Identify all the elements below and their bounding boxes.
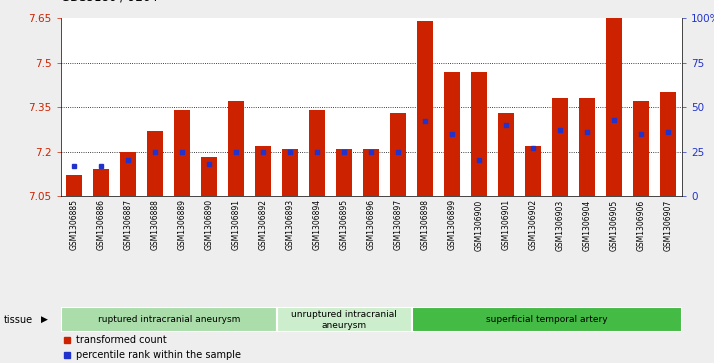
Text: GSM1306891: GSM1306891 <box>232 199 241 250</box>
Text: GSM1306893: GSM1306893 <box>286 199 295 250</box>
Bar <box>498 113 514 196</box>
Text: GSM1306898: GSM1306898 <box>421 199 430 250</box>
Text: GSM1306886: GSM1306886 <box>96 199 106 250</box>
Bar <box>93 170 109 196</box>
Bar <box>526 146 541 196</box>
Text: GSM1306892: GSM1306892 <box>258 199 268 250</box>
Bar <box>606 18 623 196</box>
Text: GSM1306895: GSM1306895 <box>340 199 348 250</box>
Bar <box>61 307 277 332</box>
Text: GSM1306899: GSM1306899 <box>448 199 457 250</box>
Bar <box>147 131 164 196</box>
Bar <box>660 92 676 196</box>
Bar <box>120 151 136 196</box>
Text: GSM1306901: GSM1306901 <box>502 199 511 250</box>
Text: GSM1306897: GSM1306897 <box>394 199 403 250</box>
Text: GSM1306900: GSM1306900 <box>475 199 484 250</box>
Text: GSM1306903: GSM1306903 <box>555 199 565 250</box>
Bar <box>201 158 217 196</box>
Text: GSM1306904: GSM1306904 <box>583 199 592 250</box>
Bar <box>66 175 82 196</box>
Text: GSM1306885: GSM1306885 <box>70 199 79 250</box>
Bar <box>336 148 353 196</box>
Bar <box>412 307 682 332</box>
Text: ▶: ▶ <box>41 315 49 324</box>
Text: GSM1306896: GSM1306896 <box>367 199 376 250</box>
Bar <box>633 101 650 196</box>
Text: GSM1306902: GSM1306902 <box>529 199 538 250</box>
Bar <box>552 98 568 196</box>
Text: ruptured intracranial aneurysm: ruptured intracranial aneurysm <box>98 315 240 324</box>
Bar <box>277 307 412 332</box>
Text: GSM1306894: GSM1306894 <box>313 199 322 250</box>
Text: GSM1306907: GSM1306907 <box>664 199 673 250</box>
Bar <box>579 98 595 196</box>
Text: GSM1306906: GSM1306906 <box>637 199 646 250</box>
Text: GSM1306890: GSM1306890 <box>205 199 213 250</box>
Text: tissue: tissue <box>4 315 33 325</box>
Bar <box>444 72 461 196</box>
Bar <box>228 101 244 196</box>
Text: GDS5186 / 9264: GDS5186 / 9264 <box>61 0 158 4</box>
Text: GSM1306889: GSM1306889 <box>178 199 187 250</box>
Bar <box>417 21 433 196</box>
Bar <box>174 110 191 196</box>
Bar <box>363 148 379 196</box>
Text: transformed count: transformed count <box>76 335 167 345</box>
Bar <box>471 72 488 196</box>
Text: superficial temporal artery: superficial temporal artery <box>486 315 608 324</box>
Bar <box>309 110 326 196</box>
Text: percentile rank within the sample: percentile rank within the sample <box>76 350 241 360</box>
Bar <box>282 148 298 196</box>
Text: unruptured intracranial
aneurysm: unruptured intracranial aneurysm <box>291 310 397 330</box>
Text: GSM1306888: GSM1306888 <box>151 199 160 250</box>
Text: GSM1306887: GSM1306887 <box>124 199 133 250</box>
Bar <box>390 113 406 196</box>
Text: GSM1306905: GSM1306905 <box>610 199 619 250</box>
Bar <box>255 146 271 196</box>
